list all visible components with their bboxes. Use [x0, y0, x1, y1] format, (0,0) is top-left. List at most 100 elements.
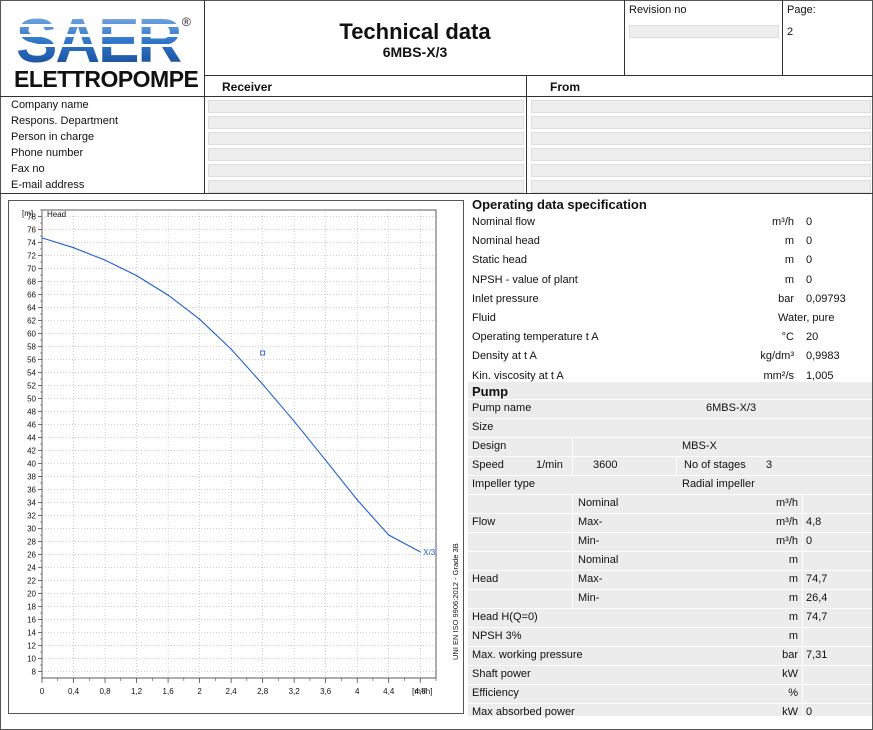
- operating-row: Static head m 0: [470, 251, 872, 270]
- contact-field-label: E-mail address: [11, 179, 85, 191]
- operating-label: Kin. viscosity at t A: [472, 369, 564, 382]
- operating-value: Water, pure: [778, 312, 835, 324]
- y-tick-label: 68: [27, 278, 36, 287]
- pump-row-unit: kW: [782, 706, 798, 718]
- from-field[interactable]: [531, 132, 871, 145]
- pump-row-label: Efficiency: [472, 687, 519, 699]
- divider: [204, 75, 873, 76]
- from-label: From: [550, 80, 580, 94]
- y-tick-label: 46: [27, 421, 36, 430]
- flow-label: Flow: [472, 516, 496, 528]
- operating-label: Fluid: [472, 312, 496, 324]
- receiver-field[interactable]: [208, 116, 524, 129]
- y-tick-label: 54: [27, 369, 36, 378]
- operating-row: Fluid Water, pure: [470, 309, 872, 328]
- stages-value: 3: [766, 459, 773, 471]
- pump-row-label: Max. working pressure: [472, 649, 583, 661]
- operating-label: Nominal head: [472, 235, 540, 248]
- table-rule: [468, 589, 872, 590]
- operating-row: Inlet pressure bar 0,09793: [470, 290, 872, 309]
- table-rule: [468, 665, 872, 666]
- from-field[interactable]: [531, 116, 871, 129]
- receiver-field[interactable]: [208, 180, 524, 193]
- speed-value: 3600: [593, 459, 618, 471]
- y-tick-label: 74: [27, 239, 36, 248]
- operating-value: 0,9983: [806, 350, 840, 363]
- x-axis-label: [m³/h]: [412, 687, 432, 696]
- operating-value: 0,09793: [806, 292, 846, 305]
- head-label: Head: [472, 573, 499, 585]
- head-row-label: Max-: [578, 573, 603, 585]
- receiver-field[interactable]: [208, 132, 524, 145]
- operating-label: Density at t A: [472, 350, 537, 363]
- plot-area: [41, 209, 437, 679]
- curve-point: [135, 275, 138, 277]
- flow-row-unit: m³/h: [776, 535, 798, 547]
- from-field[interactable]: [531, 164, 871, 177]
- table-rule: [468, 551, 872, 552]
- y-tick-label: 34: [27, 499, 36, 508]
- operating-value: 0: [806, 254, 813, 267]
- table-rule: [468, 570, 872, 571]
- page-label: Page:: [787, 4, 816, 16]
- from-field[interactable]: [531, 100, 871, 113]
- table-rule: [468, 684, 872, 685]
- table-rule: [468, 494, 872, 495]
- curve-label: X/3.: [423, 548, 437, 557]
- operating-label: Static head: [472, 254, 528, 267]
- operating-unit: °C: [781, 331, 794, 344]
- page-title: Technical data: [339, 19, 491, 44]
- operating-value: 1,005: [806, 369, 834, 382]
- receiver-field[interactable]: [208, 148, 524, 161]
- curve-point: [41, 237, 43, 239]
- table-rule: [468, 418, 872, 419]
- design-value: MBS-X: [682, 440, 717, 452]
- x-tick-label: 4,4: [383, 687, 395, 696]
- curve-point: [230, 348, 232, 350]
- table-rule: [572, 456, 573, 475]
- y-tick-label: 18: [27, 603, 36, 612]
- receiver-field[interactable]: [208, 164, 524, 177]
- flow-row-label: Nominal: [578, 497, 619, 509]
- receiver-field[interactable]: [208, 100, 524, 113]
- flow-row-value: 0: [806, 535, 813, 547]
- chart-frame: [8, 200, 464, 714]
- table-rule: [468, 437, 872, 438]
- y-tick-label: 62: [27, 317, 36, 326]
- y-tick-label: 24: [27, 564, 36, 573]
- pump-row-unit: m: [788, 630, 798, 642]
- y-tick-label: 58: [27, 343, 36, 352]
- from-field[interactable]: [531, 180, 871, 193]
- x-tick-label: 1,6: [163, 687, 175, 696]
- flow-row-label: Min-: [578, 535, 600, 547]
- speed-unit: 1/min: [536, 459, 563, 471]
- table-rule: [468, 532, 872, 533]
- pump-row-unit: m: [788, 611, 798, 623]
- curve-point: [293, 420, 295, 422]
- table-rule: [676, 456, 677, 475]
- pump-row-unit: bar: [782, 649, 798, 661]
- from-field[interactable]: [531, 148, 871, 161]
- flow-row-label: Max-: [578, 516, 603, 528]
- curve-point: [356, 499, 358, 501]
- pump-row-label: NPSH 3%: [472, 630, 522, 642]
- y-tick-label: 22: [27, 577, 36, 586]
- y-tick-label: 60: [27, 330, 36, 339]
- operating-unit: m: [784, 273, 794, 286]
- y-tick-label: 30: [27, 525, 36, 534]
- divider: [526, 75, 527, 193]
- operating-marker: [260, 350, 266, 356]
- operating-row: NPSH - value of plant m 0: [470, 271, 872, 290]
- pump-row-unit: %: [788, 687, 798, 699]
- table-rule: [572, 494, 573, 608]
- x-tick-label: 1,2: [131, 687, 143, 696]
- head-row-label: Min-: [578, 592, 600, 604]
- head-row-label: Nominal: [578, 554, 619, 566]
- divider: [624, 0, 625, 75]
- table-rule: [802, 494, 803, 608]
- stages-label: No of stages: [684, 459, 746, 471]
- revision-field[interactable]: [629, 25, 779, 38]
- operating-unit: kg/dm³: [760, 350, 794, 363]
- curve-point: [167, 294, 169, 296]
- x-tick-label: 4: [355, 687, 360, 696]
